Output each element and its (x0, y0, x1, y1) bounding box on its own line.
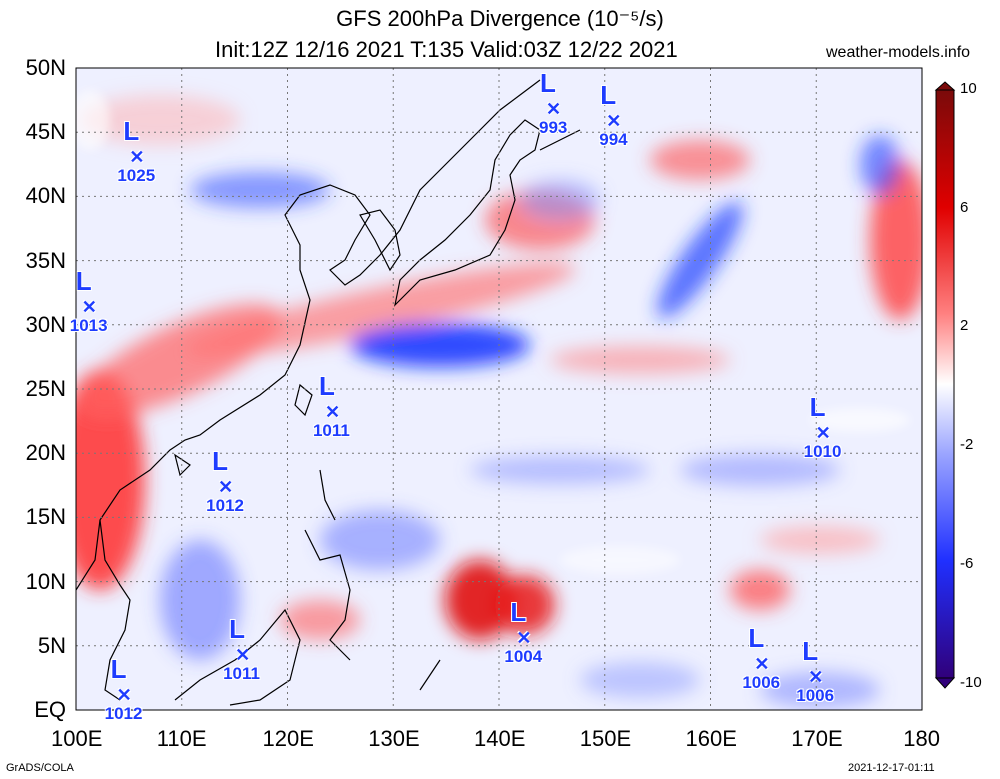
map-frame (75, 67, 923, 711)
footer-software: GrADS/COLA (6, 762, 74, 774)
low-pressure-label: 1012 (206, 495, 244, 515)
divergence-field (76, 68, 922, 710)
colorbar (934, 81, 956, 689)
lon-tick-label: 100E (51, 726, 103, 751)
lat-tick-label: 5N (37, 632, 66, 658)
low-pressure-label: 1010 (803, 441, 842, 461)
low-pressure-label: 1025 (117, 165, 156, 185)
colorbar-label-2: 2 (960, 317, 969, 334)
footer-timestamp: 2021-12-17-01:11 (848, 762, 935, 774)
low-pressure-label: 1011 (312, 421, 350, 441)
low-center-icon: ✕ (218, 476, 234, 497)
colorbar-label-10: 10 (960, 80, 977, 97)
lat-tick-label: 10N (25, 568, 66, 594)
low-center-icon: ✕ (235, 645, 251, 666)
low-marker-letter: L (510, 597, 527, 628)
lon-tick-label: 180 (903, 726, 940, 751)
low-pressure-label: 1006 (796, 685, 835, 705)
colorbar-label-6: 6 (960, 199, 969, 216)
map-subtitle: Init:12Z 12/16 2021 T:135 Valid:03Z 12/2… (215, 37, 678, 62)
low-center-icon: ✕ (815, 422, 831, 443)
low-pressure-label: 993 (538, 118, 568, 138)
lat-tick-label: 30N (25, 311, 66, 337)
lon-tick-label: 110E (156, 726, 207, 751)
site-label: weather-models.info (826, 44, 971, 61)
low-pressure-label: 1006 (742, 673, 781, 693)
low-marker-letter: L (229, 614, 245, 645)
low-center-icon: ✕ (606, 110, 622, 131)
low-center-icon: ✕ (129, 146, 145, 167)
lat-tick-label: 45N (25, 119, 66, 145)
map-title: GFS 200hPa Divergence (10⁻⁵/s) (336, 6, 664, 31)
lat-tick-label: 15N (25, 504, 66, 530)
lat-tick-label: 20N (25, 440, 66, 466)
lat-tick-label: 50N (25, 55, 66, 80)
coastlines (76, 79, 581, 706)
low-center-icon: ✕ (116, 684, 132, 705)
lon-tick-label: 170E (791, 726, 843, 751)
lon-tick-label: 120E (262, 726, 314, 751)
low-marker-letter: L (318, 371, 335, 402)
low-pressure-label: 1013 (69, 316, 108, 336)
colorbar-label-neg2: -2 (960, 436, 974, 453)
low-center-icon: ✕ (516, 628, 532, 649)
low-center-icon: ✕ (545, 99, 562, 120)
lat-tick-label: 25N (25, 376, 66, 401)
lat-tick-label: EQ (34, 697, 66, 722)
lat-tick-label: 35N (25, 247, 66, 273)
low-center-icon: ✕ (754, 654, 770, 675)
low-marker-letter: L (539, 68, 556, 99)
low-center-icon: ✕ (808, 666, 824, 687)
low-center-icon: ✕ (81, 297, 97, 318)
low-pressure-label: 1011 (223, 664, 260, 684)
low-center-icon: ✕ (324, 402, 341, 423)
lon-tick-label: 150E (579, 726, 632, 751)
low-marker-letter: L (110, 653, 127, 684)
low-marker-letter: L (75, 266, 92, 297)
lon-tick-label: 140E (474, 726, 526, 751)
low-marker-letter: L (212, 445, 229, 476)
low-marker-letter: L (802, 635, 819, 666)
lat-tick-label: 40N (25, 183, 66, 209)
low-marker-letter: L (809, 391, 826, 422)
lon-tick-label: 160E (685, 726, 737, 751)
lon-tick-label: 130E (368, 726, 420, 751)
colorbar-label-neg6: -6 (960, 555, 974, 572)
grid (76, 68, 922, 710)
low-marker-letter: L (748, 623, 765, 654)
low-marker-letter: L (600, 79, 617, 110)
low-pressure-label: 1004 (504, 647, 543, 667)
low-pressure-label: 1012 (104, 703, 143, 723)
low-pressure-label: 994 (599, 129, 628, 149)
colorbar-label-neg10: -10 (960, 674, 982, 691)
low-marker-letter: L (123, 115, 140, 146)
